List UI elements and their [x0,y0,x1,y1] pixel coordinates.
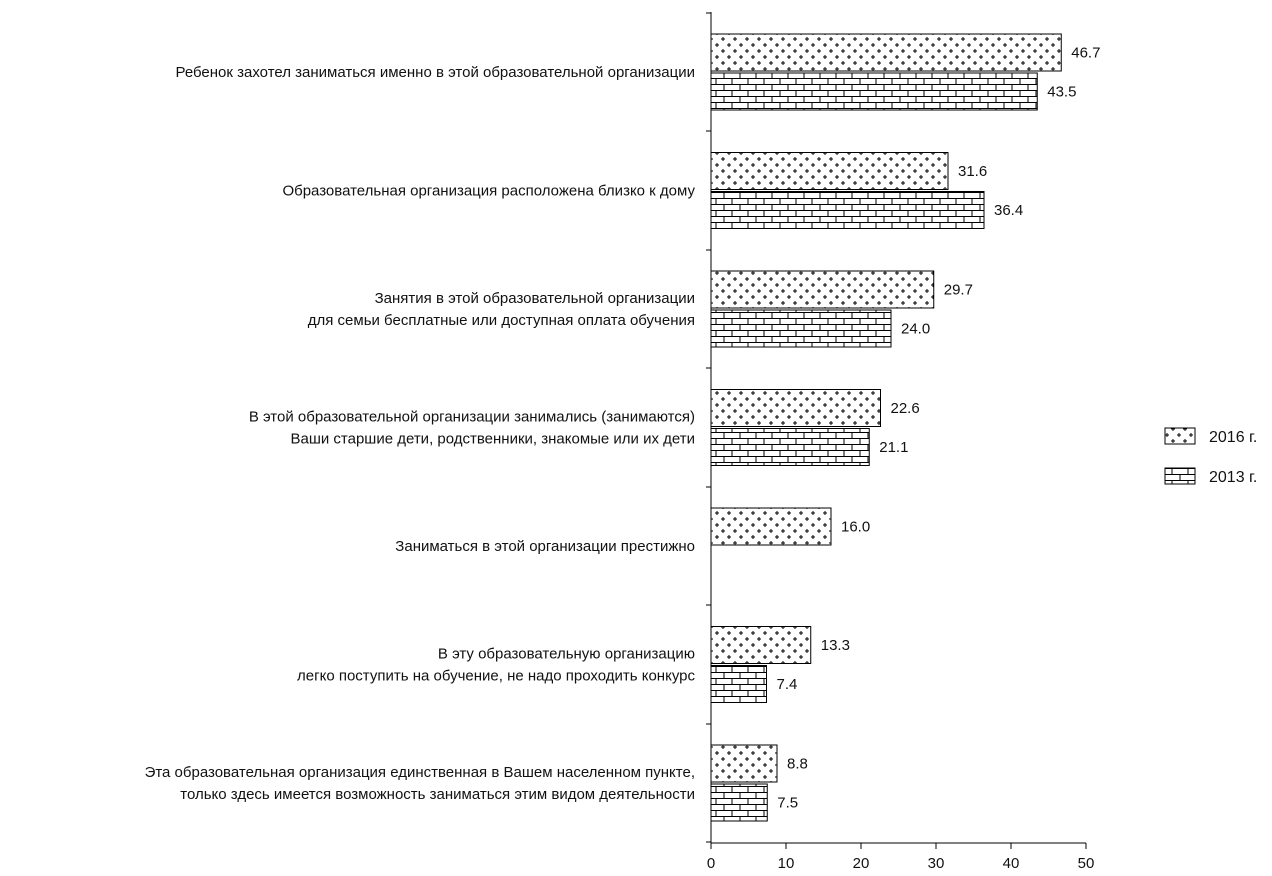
bar [710,309,892,348]
bar [710,33,1062,72]
bar [710,72,1038,111]
bar [710,270,935,309]
data-label: 7.4 [777,676,798,693]
bar [710,152,949,190]
data-label: 29.7 [944,282,973,299]
labels: Ребенок захотел заниматься именно в этой… [145,45,1101,812]
legend-swatch [1164,427,1196,445]
data-label: 46.7 [1071,45,1100,62]
x-tick-label: 50 [1078,855,1095,872]
category-label: В эту образовательную организацию [438,646,695,663]
data-label: 13.3 [821,637,850,654]
axes: 0 10 20 30 40 50 [706,12,1094,872]
legend-swatch [1164,467,1196,485]
bar [710,428,870,466]
x-tick-label: 40 [1003,855,1020,872]
category-label: легко поступить на обучение, не надо про… [297,668,695,685]
legend: 2016 г. 2013 г. [1164,427,1257,486]
data-label: 16.0 [841,519,870,536]
category-label: В этой образовательной организации заним… [249,409,695,426]
x-tick-label: 0 [707,855,715,872]
category-label: Занятия в этой образовательной организац… [375,290,695,307]
data-label: 24.0 [901,321,930,338]
category-label: Ребенок захотел заниматься именно в этой… [175,64,695,81]
legend-label: 2013 г. [1209,469,1257,486]
bar [710,665,767,703]
bar [710,744,778,783]
category-label: для семьи бесплатные или доступная оплат… [308,312,695,329]
category-label: Заниматься в этой организации престижно [395,538,695,555]
bars [710,33,1062,822]
data-label: 43.5 [1047,84,1076,101]
data-label: 7.5 [777,795,798,812]
data-label: 31.6 [958,163,987,180]
category-label: только здесь имеется возможность занимат… [180,786,695,803]
data-label: 22.6 [891,400,920,417]
bar [710,389,881,427]
data-label: 21.1 [879,439,908,456]
bar [710,191,985,229]
data-label: 36.4 [994,202,1023,219]
category-label: Эта образовательная организация единстве… [145,764,695,781]
bar [710,626,812,664]
x-tick-label: 30 [928,855,945,872]
bar [710,507,832,546]
legend-label: 2016 г. [1209,429,1257,446]
x-tick-label: 20 [853,855,870,872]
category-label: Ваши старшие дети, родственники, знакомы… [290,431,695,448]
x-tick-label: 10 [778,855,795,872]
category-label: Образовательная организация расположена … [282,183,695,200]
data-label: 8.8 [787,756,808,773]
bar [710,783,768,822]
